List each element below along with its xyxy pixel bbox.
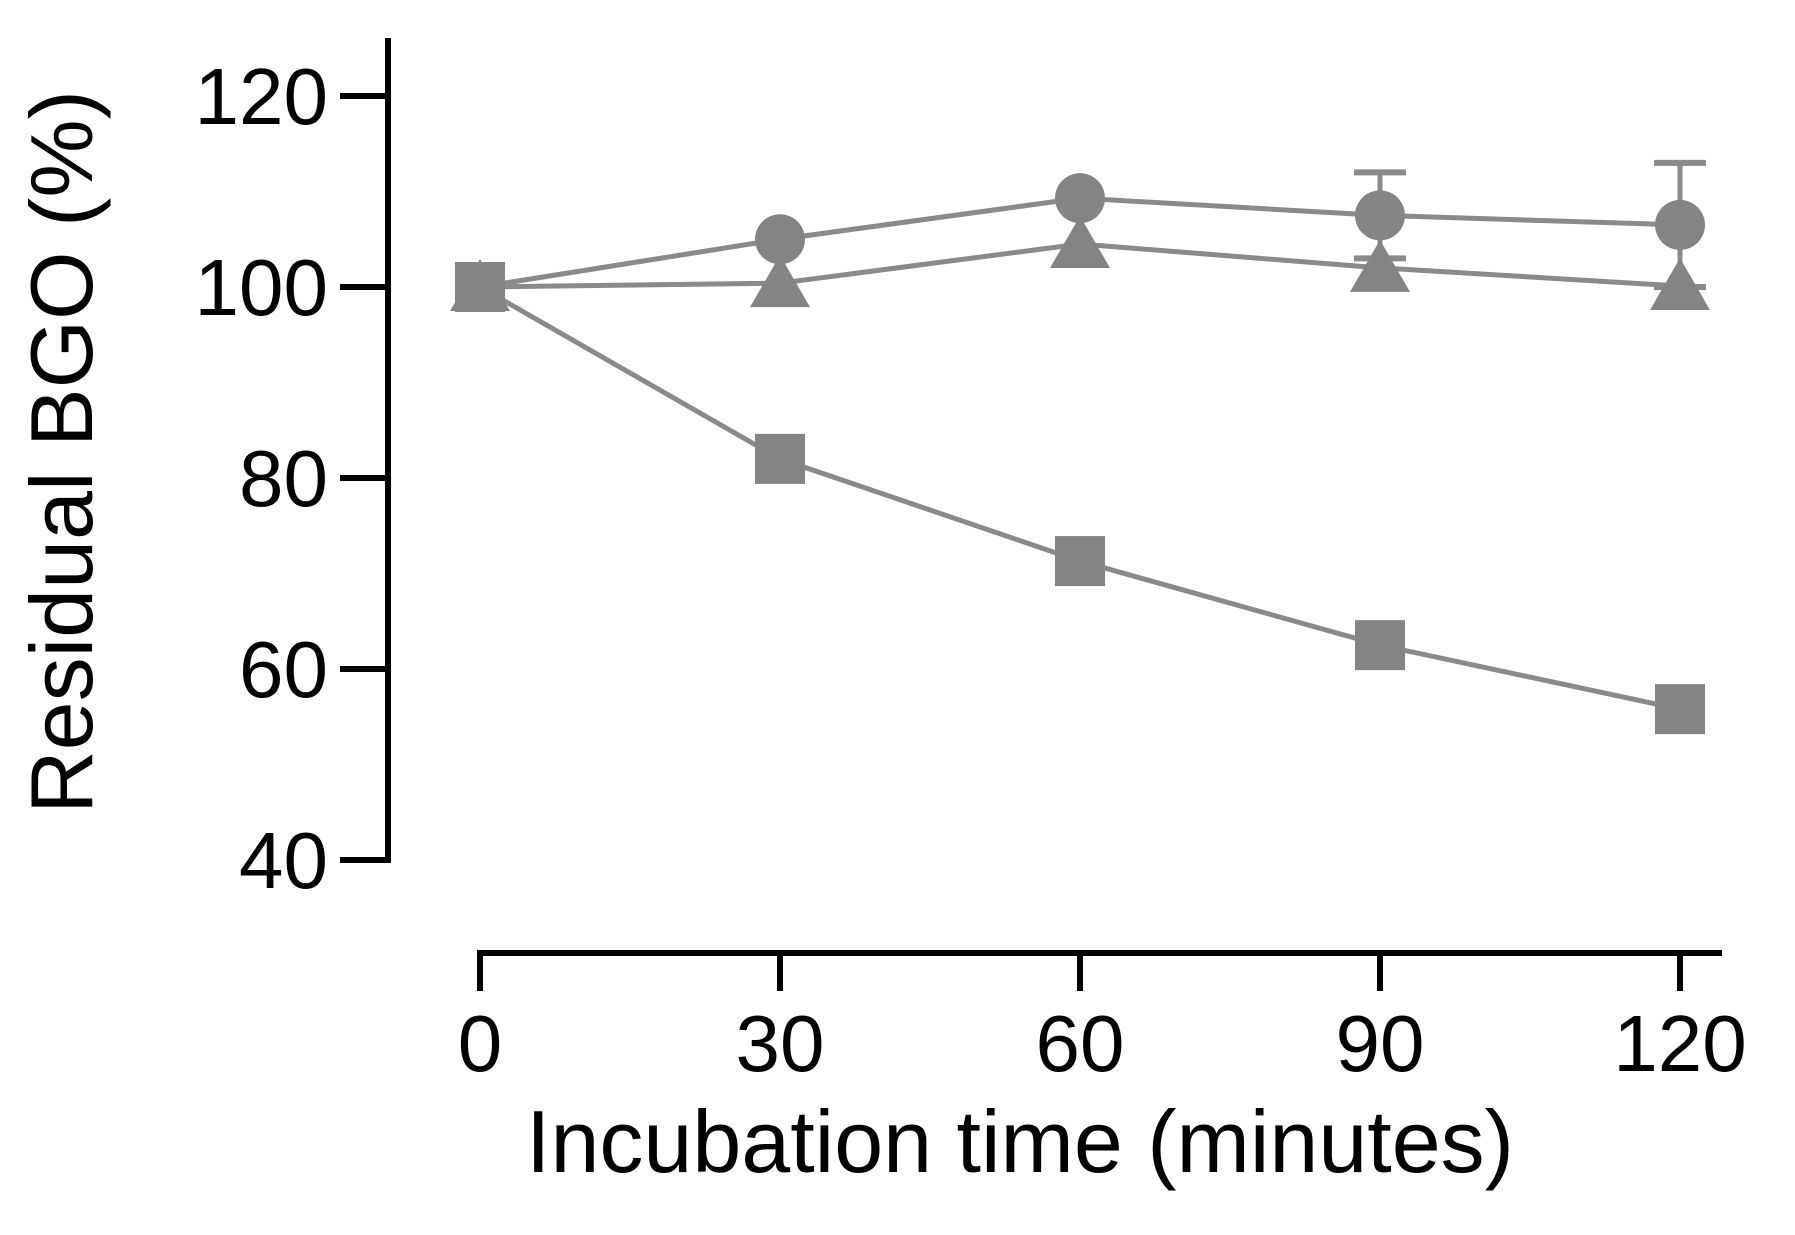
x-tick-label: 30 [736, 999, 825, 1088]
chart-generated-content: 120 100 80 60 40 0 30 60 90 120 [195, 38, 1747, 1088]
x-tick-label: 0 [458, 999, 503, 1088]
marker-circle [755, 214, 805, 265]
y-tick-label: 60 [239, 625, 328, 714]
y-tick-label: 100 [195, 243, 328, 332]
marker-square [455, 262, 505, 312]
marker-square [1355, 620, 1405, 671]
x-tick-label: 120 [1613, 999, 1746, 1088]
series-line-square-series [478, 284, 1681, 712]
marker-square [1655, 684, 1705, 735]
marker-square [1055, 536, 1105, 587]
x-axis-title: Incubation time (minutes) [526, 1092, 1514, 1191]
y-axis-title: Residual BGO (%) [12, 90, 111, 814]
marker-triangle [1650, 258, 1710, 311]
x-tick-label: 60 [1036, 999, 1125, 1088]
marker-square [755, 433, 805, 484]
marker-circle [1055, 173, 1105, 224]
marker-circle [1655, 199, 1705, 250]
marker-triangle [750, 255, 810, 308]
y-tick-label: 80 [239, 434, 328, 523]
y-tick-label: 120 [195, 52, 328, 141]
marker-triangle [1350, 239, 1410, 292]
marker-circle [1355, 190, 1405, 241]
x-tick-label: 90 [1336, 999, 1425, 1088]
marker-triangle [1050, 216, 1110, 269]
y-tick-label: 40 [239, 816, 328, 905]
